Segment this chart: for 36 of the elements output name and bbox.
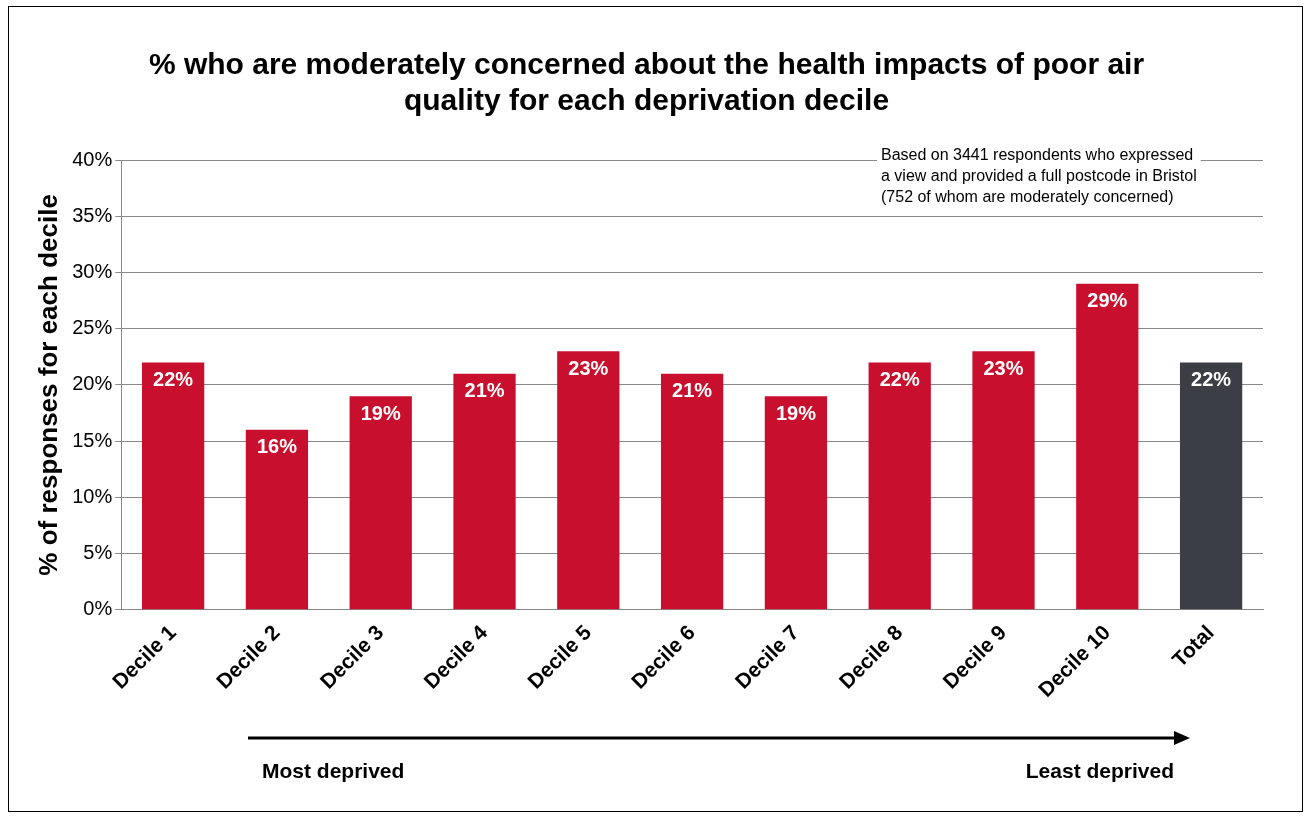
data-label: 22% — [1191, 367, 1232, 390]
data-label: 22% — [879, 367, 920, 390]
y-tick-label: 20% — [72, 372, 113, 395]
y-tick-label: 5% — [83, 541, 113, 564]
bar — [764, 396, 828, 610]
data-label: 22% — [153, 367, 194, 390]
bar — [660, 373, 724, 610]
y-tick-label: 0% — [83, 597, 113, 620]
data-label: 21% — [464, 379, 505, 402]
bar — [1076, 283, 1139, 610]
bar — [245, 429, 309, 610]
y-axis-title: % of responses for each decile — [32, 194, 63, 576]
text: Least deprived — [1025, 758, 1174, 782]
data-label: 29% — [1087, 289, 1128, 312]
y-tick-label: 40% — [72, 147, 113, 170]
data-label: 23% — [568, 356, 609, 379]
y-tick-label: 10% — [72, 484, 113, 507]
data-label: 21% — [672, 379, 713, 402]
y-tick-label: 30% — [72, 259, 113, 282]
bar — [557, 351, 620, 610]
bar — [868, 362, 931, 610]
data-label: 19% — [775, 401, 817, 424]
bar — [141, 362, 205, 610]
data-label: 23% — [983, 356, 1024, 379]
chart-title: % who are moderately concerned about the health impacts of poor air quality for each deprivation decile — [148, 47, 1145, 117]
y-tick-label: 25% — [72, 316, 113, 339]
text: Most deprived — [262, 758, 405, 782]
bar — [349, 396, 412, 610]
bar — [1179, 362, 1243, 610]
bar — [972, 351, 1035, 610]
data-label: 16% — [256, 435, 298, 458]
y-tick-label: 15% — [72, 428, 113, 451]
bar — [453, 373, 516, 610]
y-tick-label: 35% — [72, 203, 113, 226]
annotation: Based on 3441 respondents who expressed a view and provided a full postcode in Bristol (752 of whom are moderately concerned) — [881, 146, 1197, 206]
data-label: 19% — [360, 401, 401, 424]
